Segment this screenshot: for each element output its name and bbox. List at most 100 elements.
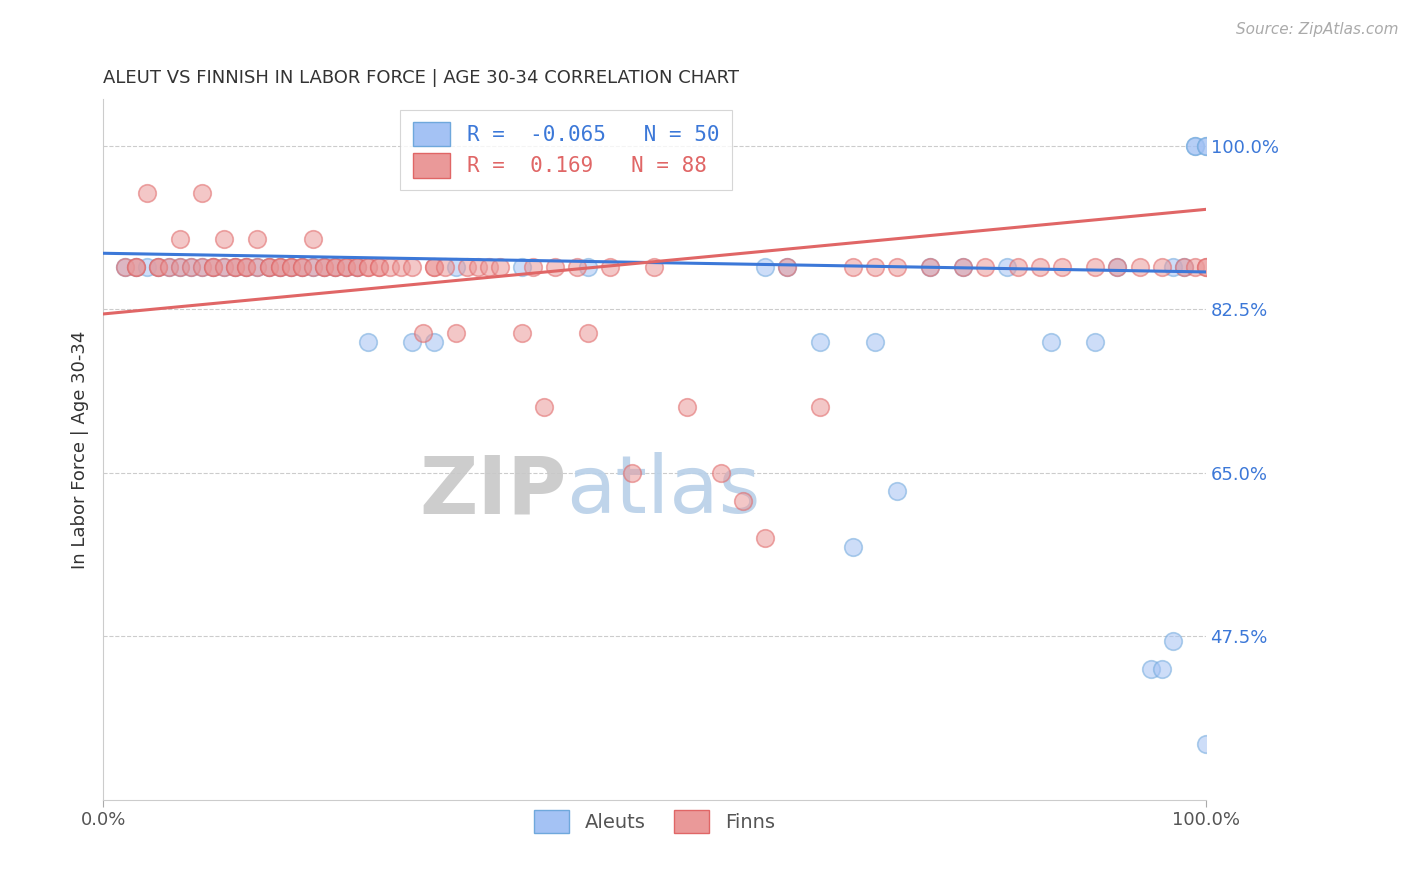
Point — [863, 334, 886, 349]
Point — [323, 260, 346, 275]
Point — [114, 260, 136, 275]
Point — [1107, 260, 1129, 275]
Point — [148, 260, 170, 275]
Point — [125, 260, 148, 275]
Point — [1195, 139, 1218, 153]
Point — [401, 260, 423, 275]
Point — [1128, 260, 1150, 275]
Text: ZIP: ZIP — [419, 452, 567, 531]
Point — [1007, 260, 1029, 275]
Point — [1184, 139, 1206, 153]
Point — [842, 541, 865, 555]
Point — [169, 260, 191, 275]
Point — [290, 260, 312, 275]
Point — [456, 260, 478, 275]
Point — [467, 260, 489, 275]
Point — [886, 260, 908, 275]
Point — [290, 260, 312, 275]
Point — [1040, 334, 1063, 349]
Point — [754, 260, 776, 275]
Point — [576, 260, 599, 275]
Y-axis label: In Labor Force | Age 30-34: In Labor Force | Age 30-34 — [72, 330, 89, 568]
Point — [995, 260, 1018, 275]
Point — [312, 260, 335, 275]
Point — [136, 186, 159, 200]
Point — [842, 260, 865, 275]
Point — [378, 260, 401, 275]
Point — [301, 260, 323, 275]
Point — [1150, 260, 1173, 275]
Point — [257, 260, 280, 275]
Text: ALEUT VS FINNISH IN LABOR FORCE | AGE 30-34 CORRELATION CHART: ALEUT VS FINNISH IN LABOR FORCE | AGE 30… — [103, 69, 740, 87]
Point — [1184, 139, 1206, 153]
Point — [489, 260, 512, 275]
Point — [357, 260, 380, 275]
Point — [224, 260, 246, 275]
Point — [1195, 260, 1218, 275]
Point — [412, 326, 434, 340]
Point — [1029, 260, 1052, 275]
Point — [257, 260, 280, 275]
Point — [886, 484, 908, 499]
Point — [731, 493, 754, 508]
Point — [235, 260, 257, 275]
Point — [346, 260, 368, 275]
Point — [224, 260, 246, 275]
Point — [776, 260, 799, 275]
Point — [1184, 260, 1206, 275]
Point — [346, 260, 368, 275]
Point — [191, 260, 214, 275]
Point — [224, 260, 246, 275]
Point — [567, 260, 589, 275]
Text: atlas: atlas — [567, 452, 761, 531]
Point — [1139, 662, 1161, 676]
Point — [1173, 260, 1195, 275]
Point — [423, 334, 446, 349]
Point — [191, 260, 214, 275]
Point — [257, 260, 280, 275]
Point — [952, 260, 974, 275]
Point — [1107, 260, 1129, 275]
Text: Source: ZipAtlas.com: Source: ZipAtlas.com — [1236, 22, 1399, 37]
Point — [301, 260, 323, 275]
Point — [125, 260, 148, 275]
Point — [246, 232, 269, 246]
Point — [510, 260, 533, 275]
Point — [389, 260, 412, 275]
Point — [599, 260, 621, 275]
Point — [214, 232, 236, 246]
Point — [544, 260, 567, 275]
Point — [576, 326, 599, 340]
Point — [1084, 334, 1107, 349]
Point — [335, 260, 357, 275]
Point — [808, 401, 831, 415]
Point — [290, 260, 312, 275]
Point — [202, 260, 225, 275]
Point — [169, 232, 191, 246]
Point — [169, 260, 191, 275]
Point — [157, 260, 180, 275]
Point — [312, 260, 335, 275]
Point — [246, 260, 269, 275]
Point — [1150, 662, 1173, 676]
Point — [323, 260, 346, 275]
Point — [214, 260, 236, 275]
Point — [423, 260, 446, 275]
Point — [643, 260, 665, 275]
Point — [235, 260, 257, 275]
Point — [367, 260, 389, 275]
Point — [1195, 139, 1218, 153]
Point — [754, 531, 776, 545]
Point — [533, 401, 555, 415]
Point — [1052, 260, 1074, 275]
Point — [180, 260, 202, 275]
Point — [202, 260, 225, 275]
Point — [280, 260, 302, 275]
Legend: Aleuts, Finns: Aleuts, Finns — [524, 800, 785, 842]
Point — [1084, 260, 1107, 275]
Point — [1173, 260, 1195, 275]
Point — [444, 260, 467, 275]
Point — [269, 260, 291, 275]
Point — [776, 260, 799, 275]
Point — [157, 260, 180, 275]
